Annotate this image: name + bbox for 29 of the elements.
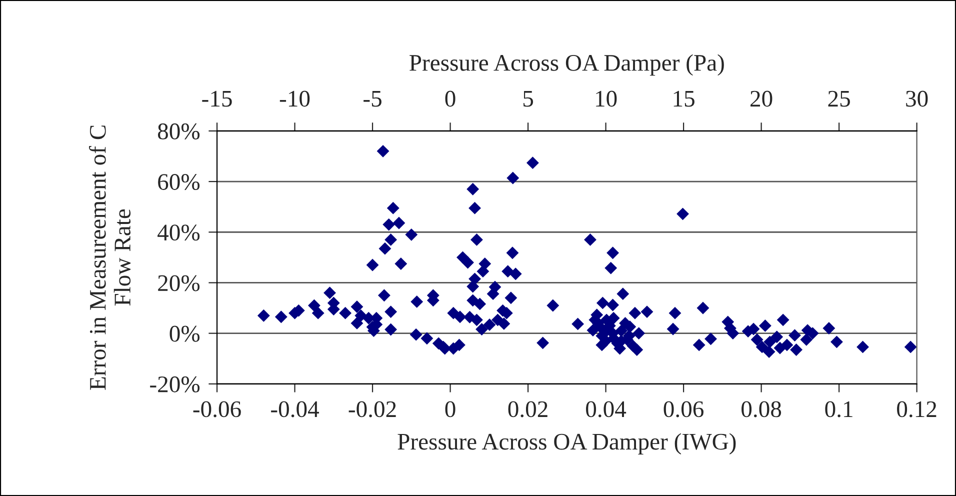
x2-axis-title: Pressure Across OA Damper (Pa) [410, 54, 724, 76]
x2-tick-label: 25 [828, 90, 850, 107]
x2-tick-label: 5 [524, 91, 534, 107]
x2-tick-label: 10 [596, 90, 617, 107]
x-axis-title: Pressure Across OA Damper (IWG) [398, 433, 736, 455]
x2-tick-label: 0 [445, 90, 456, 107]
x-tick-label: 0.08 [742, 401, 782, 418]
x-tick-label: -0.04 [271, 401, 319, 418]
y-tick-label: -20% [150, 376, 200, 392]
x2-tick-label: -10 [280, 90, 310, 107]
x2-tick-label: 30 [906, 90, 928, 107]
x-tick-label: -0.06 [193, 401, 241, 418]
x2-tick-label: 20 [750, 90, 772, 107]
y-tick-label: 0% [170, 326, 200, 342]
x2-tick-label: -5 [364, 91, 382, 107]
x-tick-label: 0.12 [897, 401, 936, 418]
y-tick-label: 60% [158, 174, 200, 190]
x-tick-label: -0.02 [348, 401, 396, 418]
x-tick-label: 0.02 [508, 401, 548, 418]
x2-tick-label: 15 [674, 90, 694, 107]
x-tick-label: 0.1 [825, 401, 852, 418]
y-tick-label: 80% [158, 123, 200, 140]
x-tick-label: 0.04 [586, 401, 626, 418]
x-tick-label: 0.06 [664, 401, 704, 418]
y-tick-label: 20% [158, 275, 200, 292]
x2-tick-label: -15 [202, 90, 232, 107]
x-tick-label: 0 [445, 401, 456, 418]
y-tick-label: 40% [158, 224, 200, 241]
y-axis-title: Error in Measureement of C Flow Rate [88, 126, 131, 390]
